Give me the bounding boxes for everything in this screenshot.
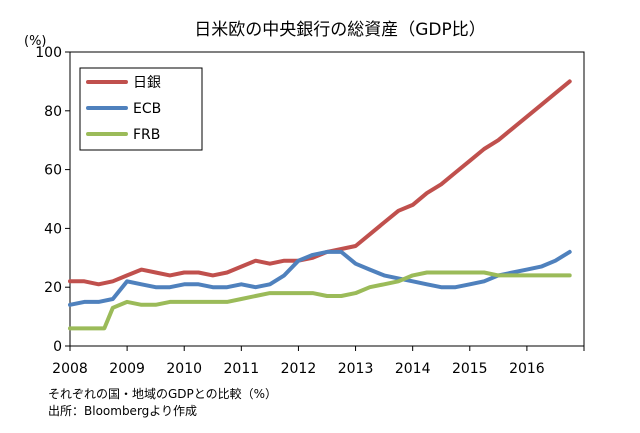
x-axis: 2008 2009 2010 2011 2012 2013 2014 2015 2016 [52, 346, 585, 377]
legend-label: ECB [133, 101, 161, 117]
y-tick-label: 60 [44, 163, 62, 179]
y-axis-unit: (%) [24, 34, 47, 49]
x-tick-label: 2016 [509, 361, 545, 377]
x-tick-label: 2013 [338, 361, 374, 377]
x-tick-label: 2011 [224, 361, 260, 377]
chart-title: 日米欧の中央銀行の総資産（GDP比） [194, 20, 486, 40]
series-line-3 [68, 270, 572, 331]
legend-label: FRB [133, 127, 160, 143]
legend: 日銀 ECB FRB [79, 67, 203, 151]
x-tick-label: 2014 [395, 361, 431, 377]
y-tick-label: 20 [44, 280, 62, 296]
plot-border [69, 51, 585, 347]
x-tick-label: 2010 [166, 361, 202, 377]
legend-label: 日銀 [133, 75, 161, 91]
y-tick-label: 80 [44, 104, 62, 120]
y-tick-label: 100 [35, 45, 62, 61]
x-tick-label: 2015 [452, 361, 488, 377]
y-tick-label: 0 [53, 339, 62, 355]
y-tick-label: 40 [44, 221, 62, 237]
series-line-2 [68, 249, 572, 307]
footnote-comparison: それぞれの国・地域のGDPとの比較（%） [48, 387, 278, 401]
plot-area [69, 51, 585, 347]
x-tick-label: 2008 [52, 361, 88, 377]
x-tick-label: 2009 [109, 361, 145, 377]
y-axis: 0 20 40 60 80 100 [35, 45, 70, 355]
series-lines [68, 79, 572, 331]
x-tick-label: 2012 [281, 361, 317, 377]
footnote-source: 出所：Bloombergより作成 [48, 404, 198, 418]
